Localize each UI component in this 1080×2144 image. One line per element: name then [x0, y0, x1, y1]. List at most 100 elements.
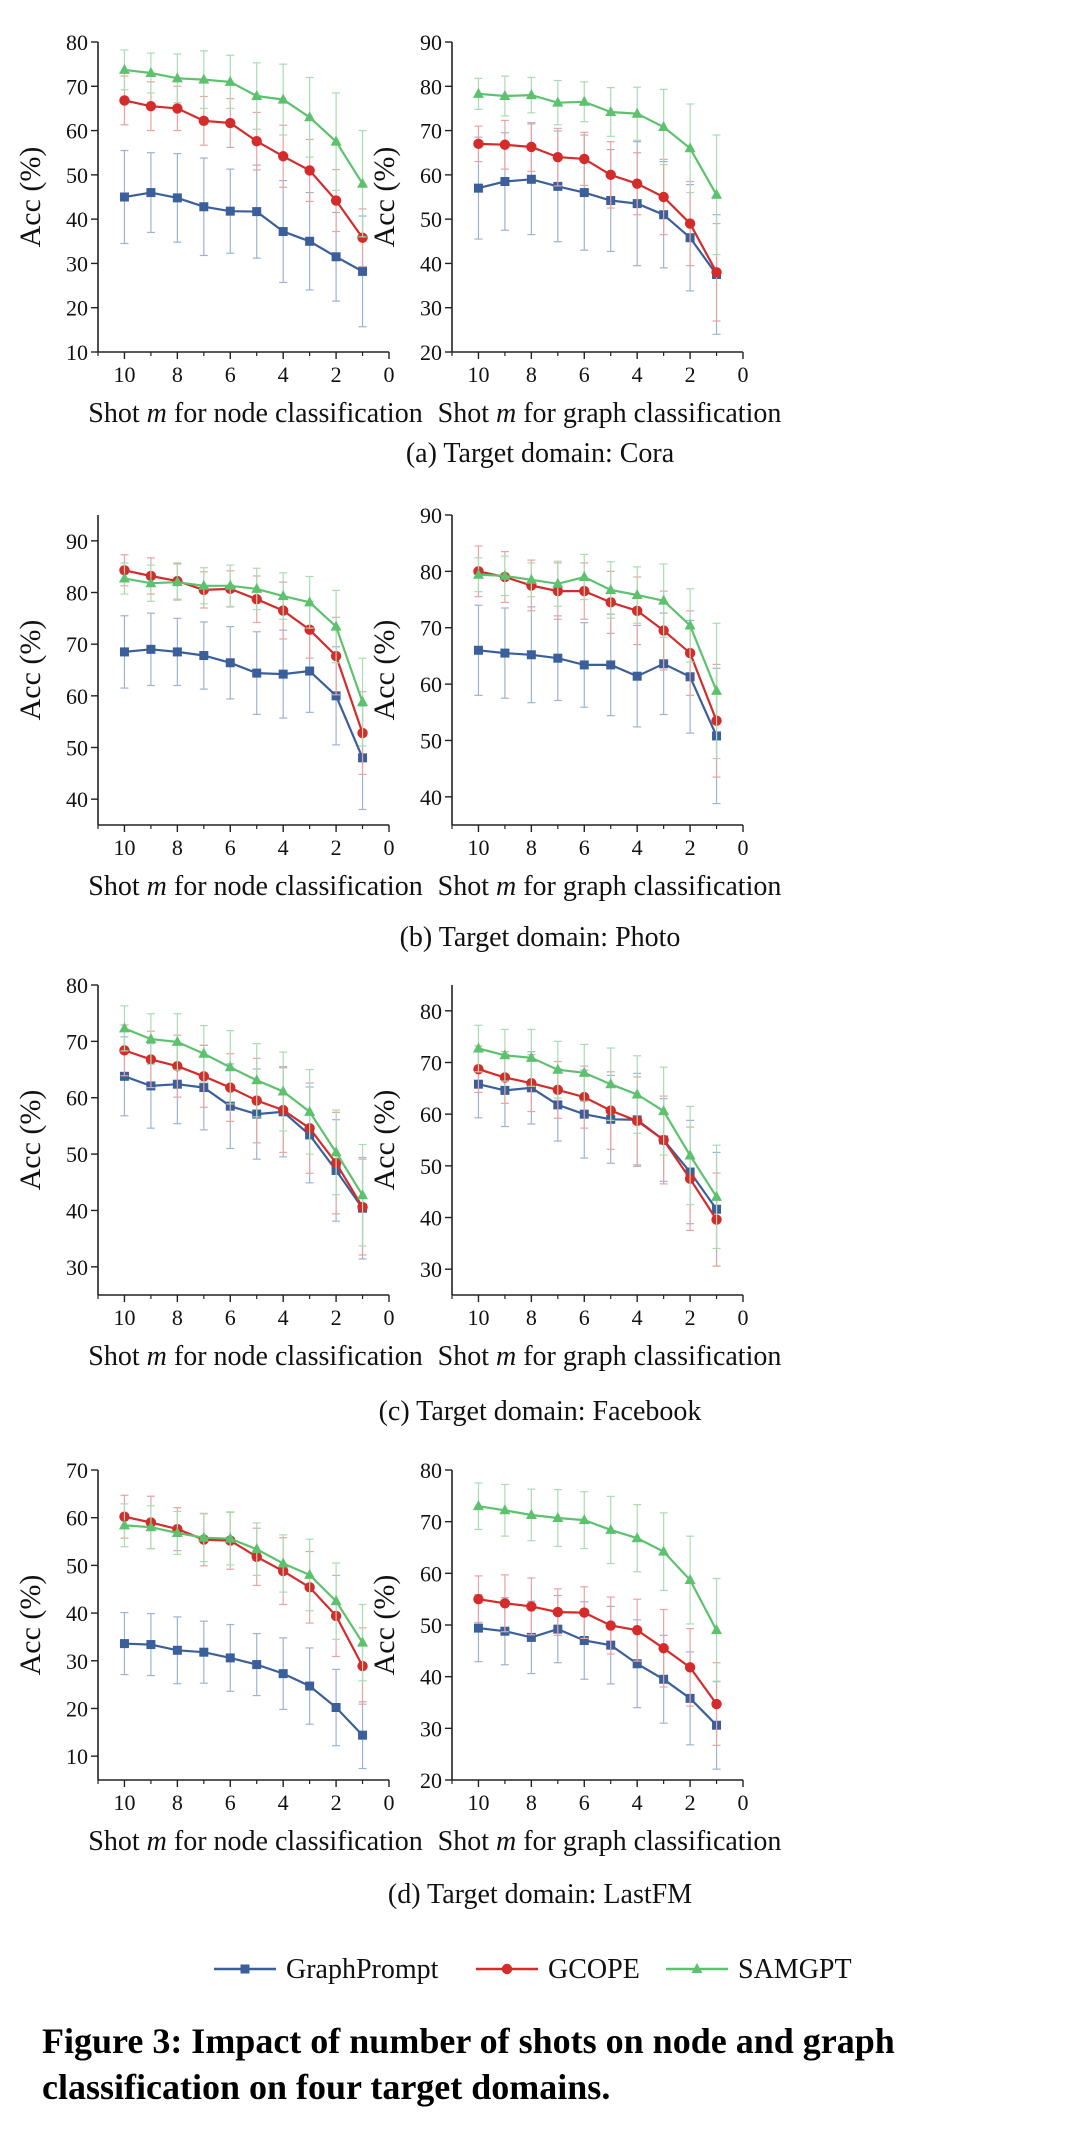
data-point [357, 696, 369, 707]
x-tick-label: 4 [632, 362, 643, 387]
data-point [552, 1512, 564, 1523]
data-point [357, 1189, 369, 1200]
y-tick-label: 90 [420, 30, 442, 55]
data-point [499, 139, 511, 150]
data-point [278, 669, 288, 679]
legend-marker [501, 1963, 513, 1975]
y-tick-label: 20 [66, 1696, 88, 1721]
x-tick-label: 8 [526, 835, 537, 860]
data-point [146, 1640, 156, 1650]
series-line [478, 1505, 718, 1631]
data-point [358, 1730, 368, 1740]
data-point [631, 1532, 643, 1543]
data-point [473, 138, 484, 150]
data-point [658, 121, 670, 132]
series-gcope [473, 545, 722, 778]
data-point [224, 1061, 236, 1072]
series-samgpt [472, 75, 723, 256]
x-tick-label: 6 [579, 1790, 590, 1815]
y-tick-label: 80 [66, 973, 88, 998]
series-gcope [473, 1574, 722, 1746]
data-point [552, 1063, 564, 1074]
y-tick-label: 20 [66, 296, 88, 321]
data-point [119, 192, 129, 202]
y-axis-label: Acc (%) [14, 147, 47, 248]
data-point [224, 75, 236, 86]
data-point [357, 232, 368, 243]
y-tick-label: 50 [420, 1154, 442, 1179]
data-point [225, 206, 235, 216]
data-point [277, 590, 289, 601]
y-tick-label: 60 [420, 672, 442, 697]
y-tick-label: 70 [66, 1029, 88, 1054]
series-gcope [119, 1024, 368, 1256]
series-line [124, 569, 364, 734]
data-point [525, 1508, 537, 1519]
x-axis-label: Shot m for node classification [88, 1341, 422, 1372]
data-point [658, 191, 669, 203]
data-point [711, 267, 722, 278]
x-tick-label: 4 [278, 1305, 289, 1330]
x-tick-label: 8 [526, 1305, 537, 1330]
y-tick-label: 50 [66, 1142, 88, 1167]
series-line [478, 1068, 718, 1221]
chart-b-graph: 40 50 60 70 80 90 10 8 6 4 2 0 Acc (%) Shot m for gra… [368, 503, 781, 902]
data-point [472, 87, 484, 98]
x-tick-label: 6 [579, 1305, 590, 1330]
data-point [526, 1632, 536, 1642]
data-point [305, 236, 315, 246]
series-graphprompt [119, 1611, 368, 1770]
series-graphprompt [119, 612, 368, 811]
data-point [605, 583, 617, 594]
data-point [579, 1607, 590, 1618]
x-axis-label: Shot m for node classification [88, 398, 422, 429]
data-point [330, 135, 342, 146]
y-tick-label: 40 [66, 207, 88, 232]
data-point [305, 1681, 315, 1691]
y-tick-label: 80 [420, 1458, 442, 1483]
y-tick-label: 50 [66, 163, 88, 188]
y-tick-label: 50 [420, 728, 442, 753]
data-point [251, 1543, 263, 1554]
data-point [552, 1606, 564, 1618]
data-point [472, 1500, 484, 1511]
series-graphprompt [119, 1036, 368, 1260]
data-point [499, 1598, 511, 1609]
data-point [171, 1526, 183, 1537]
data-point [198, 73, 210, 84]
y-tick-label: 40 [420, 785, 442, 810]
data-point [119, 95, 130, 106]
data-point [198, 579, 210, 590]
series-line [478, 573, 718, 692]
series-line [478, 178, 718, 276]
data-point [357, 1636, 369, 1647]
data-point [526, 650, 536, 660]
data-point [172, 647, 182, 657]
series-line [124, 577, 364, 703]
y-tick-label: 30 [420, 1716, 442, 1741]
y-axis-label: Acc (%) [14, 1575, 47, 1676]
y-axis-label: Acc (%) [368, 1090, 401, 1191]
x-tick-label: 10 [467, 1790, 489, 1815]
data-point [225, 1653, 235, 1663]
y-tick-label: 90 [420, 503, 442, 528]
data-point [199, 651, 209, 661]
x-tick-label: 10 [113, 362, 135, 387]
x-tick-label: 0 [384, 835, 395, 860]
data-point [632, 671, 642, 681]
data-point [525, 1051, 537, 1062]
x-tick-label: 6 [579, 362, 590, 387]
data-point [684, 1574, 696, 1585]
data-point [251, 90, 263, 101]
data-point [251, 582, 263, 593]
series-line [478, 1627, 718, 1726]
x-tick-label: 6 [579, 835, 590, 860]
y-tick-label: 40 [420, 1206, 442, 1231]
y-tick-label: 80 [66, 581, 88, 606]
data-point [711, 684, 723, 695]
y-tick-label: 80 [66, 30, 88, 55]
series-line [124, 1075, 364, 1209]
data-point [145, 577, 157, 588]
